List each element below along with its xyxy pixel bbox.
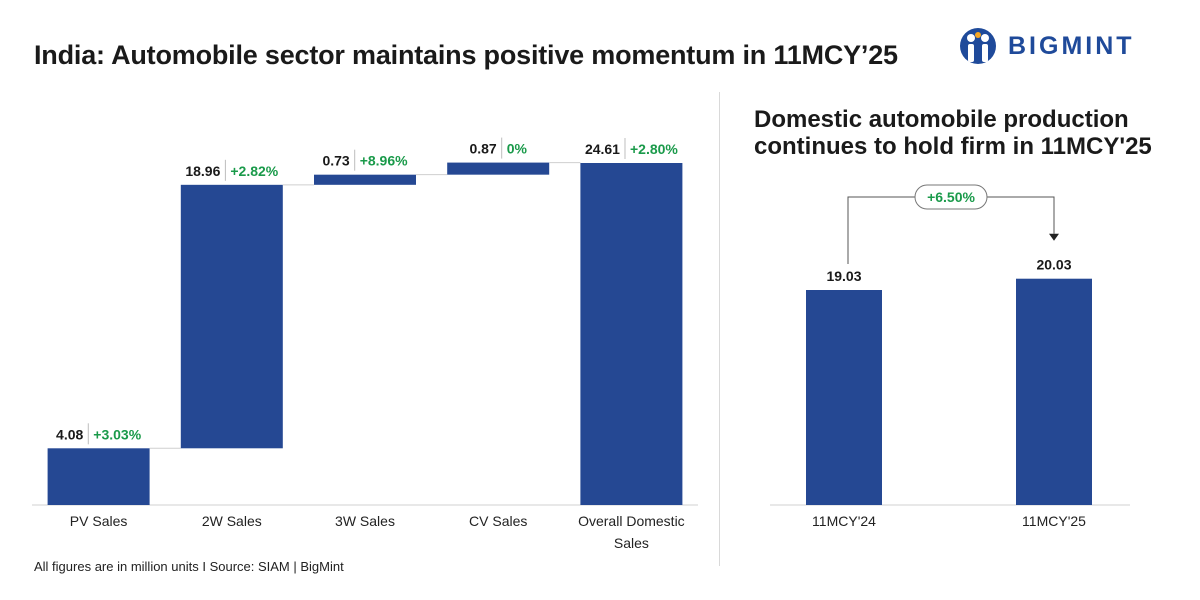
x-tick-label: Sales	[614, 535, 649, 551]
production-bar	[1016, 278, 1092, 505]
bar-value-label: 18.96	[185, 163, 220, 179]
production-bar	[806, 290, 882, 505]
bar-value-label: 20.03	[1036, 257, 1071, 273]
bar-change-label: +8.96%	[360, 153, 408, 169]
panel-divider	[719, 92, 720, 566]
logo-wordmark: BIGMINT	[1008, 32, 1135, 60]
waterfall-bar	[580, 163, 683, 505]
x-tick-label: Overall Domestic	[578, 513, 685, 529]
arrow-down-icon	[1049, 233, 1059, 241]
bar-change-label: 0%	[507, 141, 528, 157]
x-tick-label: 3W Sales	[335, 513, 395, 529]
bar-value-label: 0.73	[322, 153, 349, 169]
page-title: India: Automobile sector maintains posit…	[34, 40, 898, 70]
waterfall-bar	[47, 448, 150, 505]
bar-value-label: 24.61	[585, 141, 620, 157]
x-tick-label: 2W Sales	[202, 513, 262, 529]
footnote: All figures are in million units I Sourc…	[34, 559, 344, 574]
waterfall-bar	[447, 162, 550, 175]
growth-label: +6.50%	[927, 189, 975, 205]
bar-change-label: +2.80%	[630, 141, 678, 157]
bigmint-people-logo-icon	[960, 28, 996, 64]
bar-value-label: 0.87	[469, 141, 496, 157]
x-tick-label: PV Sales	[70, 513, 128, 529]
production-chart: 19.03 11MCY'24 20.03 11MCY'25 +6.50%	[770, 184, 1130, 529]
x-tick-label: CV Sales	[469, 513, 527, 529]
waterfall-bar	[180, 184, 283, 449]
x-tick-label: 11MCY'25	[1022, 513, 1086, 529]
waterfall-bar	[314, 174, 416, 185]
waterfall-chart: 4.08 +3.03% PV Sales 18.96 +2.82% 2W Sales 0.7…	[32, 137, 698, 551]
bar-change-label: +3.03%	[93, 426, 141, 442]
growth-pill	[914, 184, 988, 210]
brand-logo: BIGMINT	[958, 26, 1158, 70]
production-chart-title: Domestic automobile production continues…	[754, 106, 1152, 160]
bar-change-label: +2.82%	[230, 163, 278, 179]
bar-value-label: 19.03	[826, 268, 861, 284]
bar-value-label: 4.08	[56, 426, 83, 442]
x-tick-label: 11MCY'24	[812, 513, 876, 529]
